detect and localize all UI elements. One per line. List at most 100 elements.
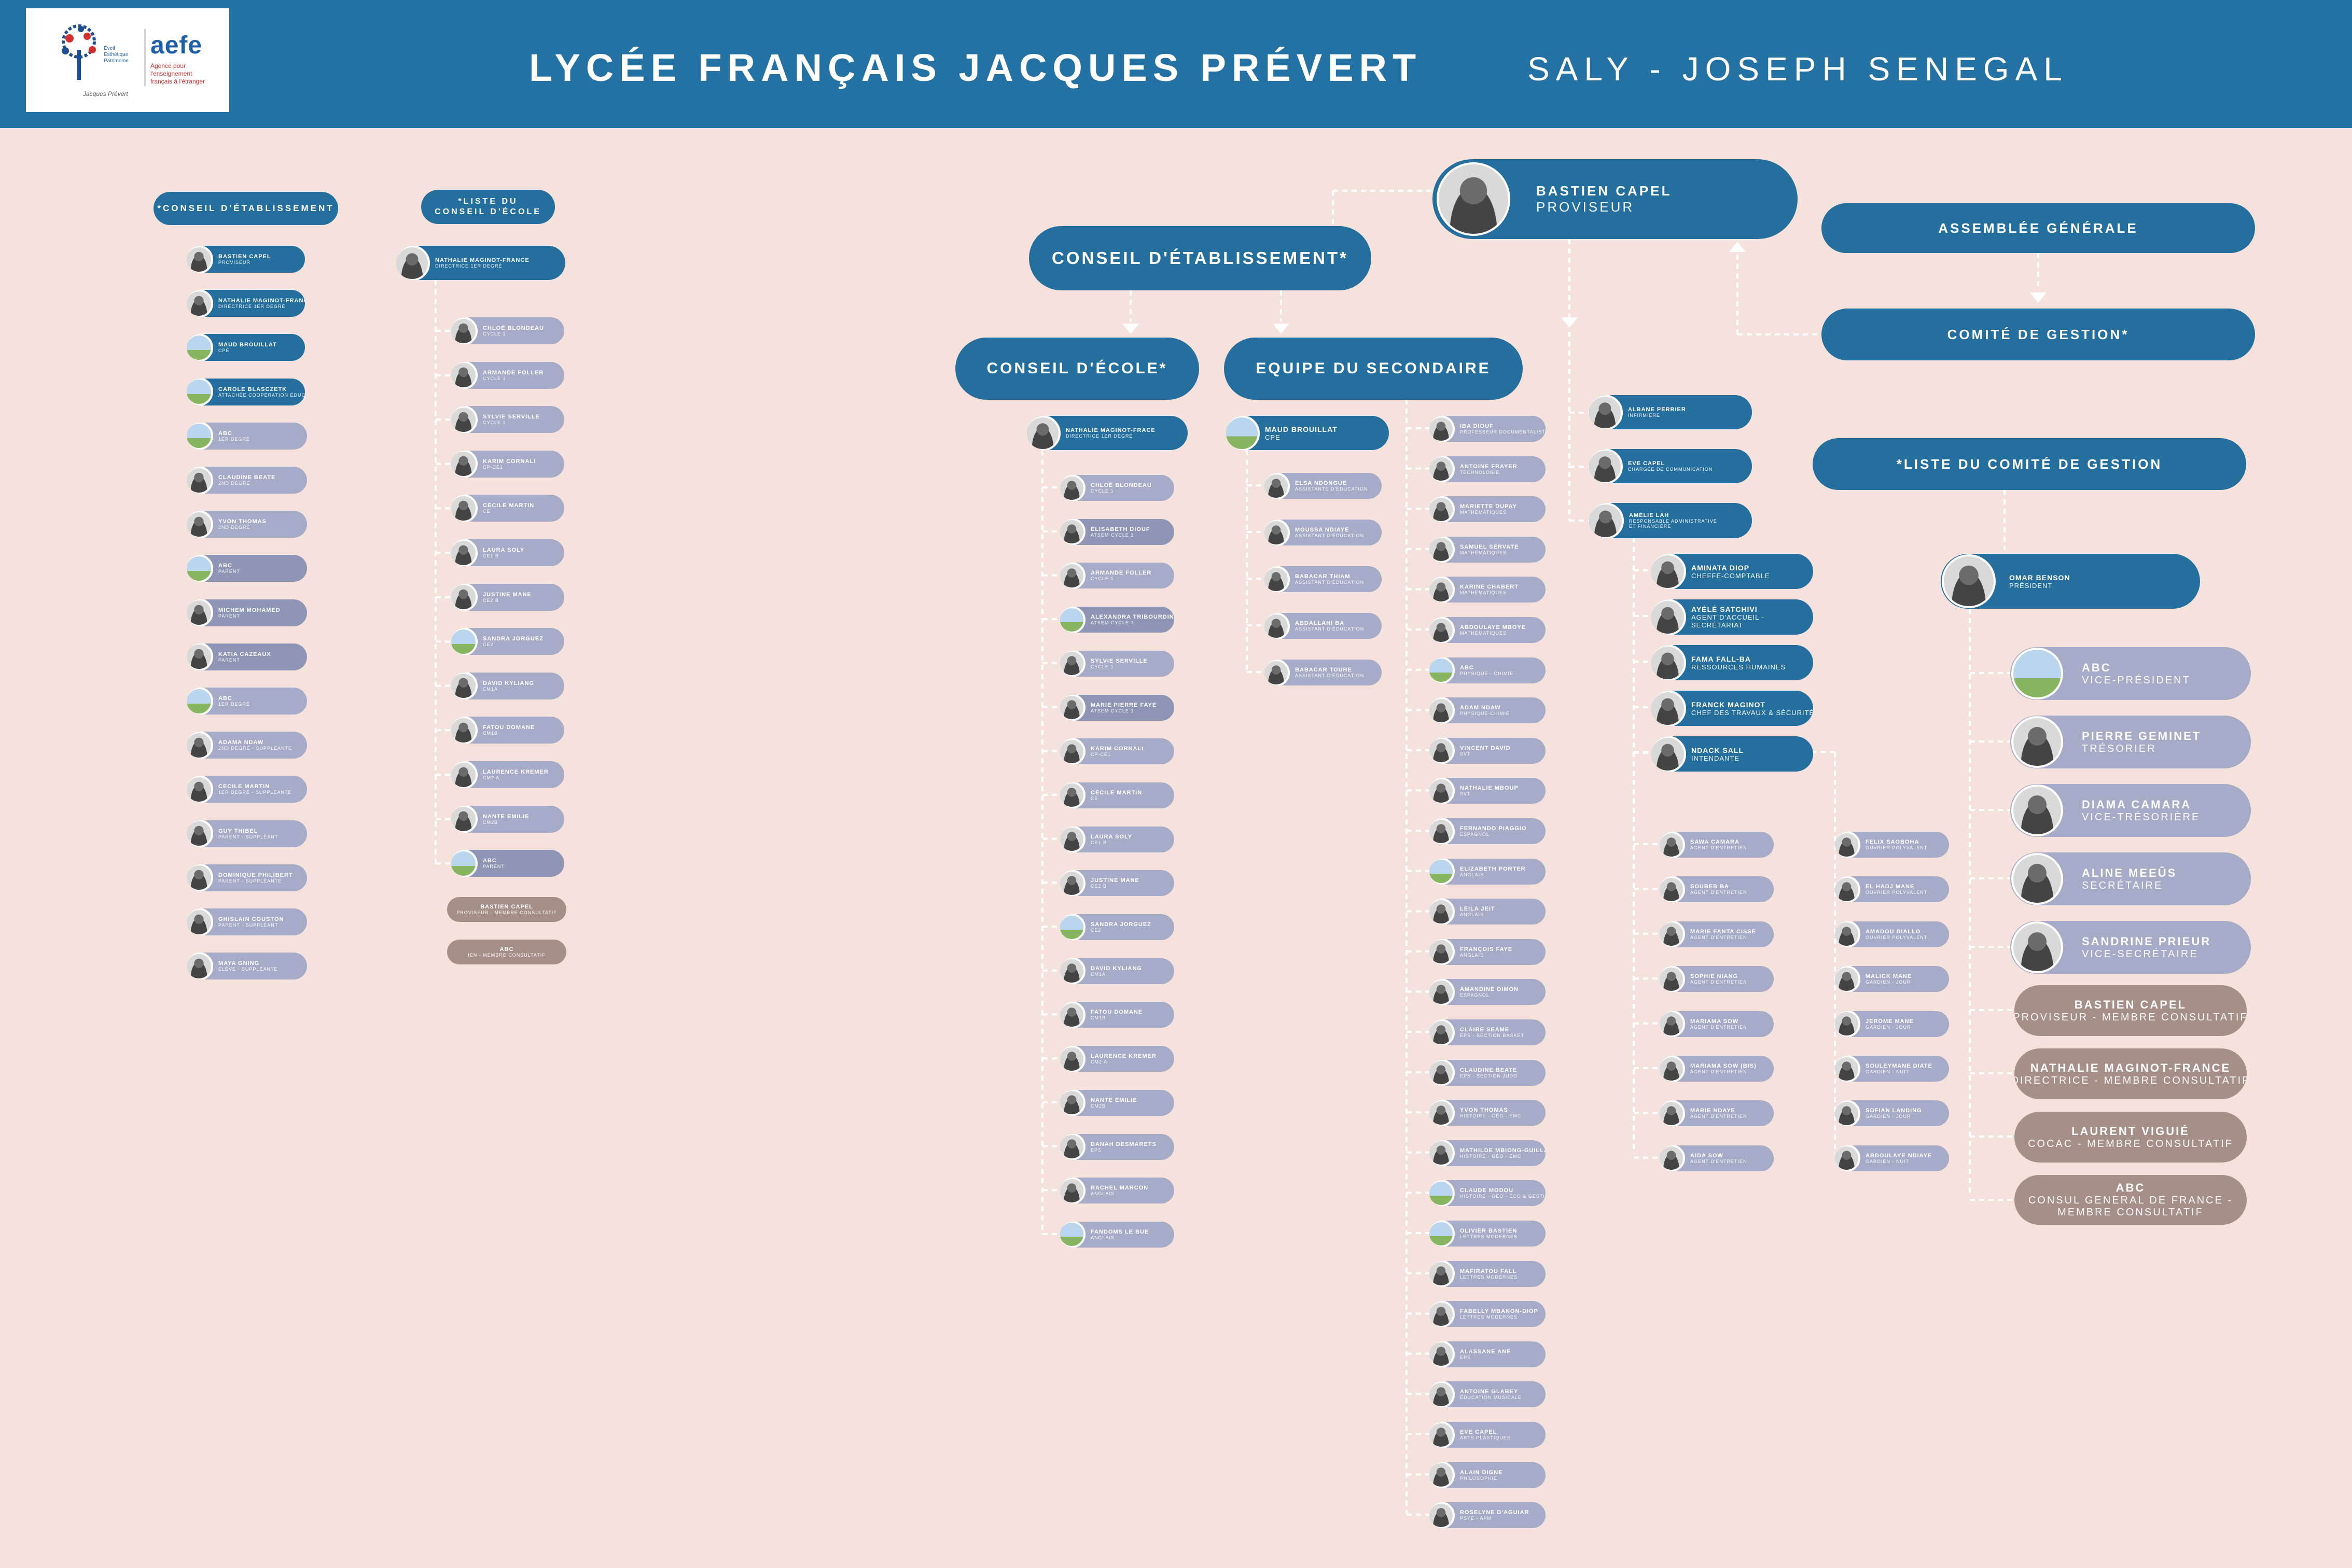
- person-text: MOUSSA NDIAYE ASSISTANT D'ÉDUCATION: [1295, 527, 1382, 538]
- person-photo-icon: [1429, 1140, 1455, 1166]
- person-photo-icon: [187, 511, 213, 538]
- person-name: MAYA GNING: [218, 960, 260, 967]
- person-photo-icon: [187, 908, 213, 935]
- person-text: SANDRA JORGUEZ CE2: [1091, 921, 1174, 933]
- person-role: LETTRES MODERNES: [1460, 1314, 1518, 1320]
- teacher-node: ROSELYNE D'AGUIAR PSYE - APM: [1429, 1502, 1546, 1529]
- col2-head-node: NATHALIE MAGINOT-FRANCE DIRECTRICE 1ER DE…: [396, 246, 565, 280]
- conseil-ecole-node: CONSEIL D'ÉCOLE*: [955, 338, 1199, 400]
- arrow-icon: [2030, 292, 2047, 303]
- placeholder-photo-icon: [187, 422, 213, 450]
- person-text: DANAH DESMARETS EPS: [1091, 1141, 1174, 1153]
- person-text: ABC IEN - MEMBRE CONSULTATIF: [447, 946, 566, 958]
- person-name: DANAH DESMARETS: [1091, 1141, 1157, 1147]
- page-subtitle: SALY - JOSEPH SENEGAL: [1527, 50, 2068, 88]
- col1-member-node: MAUD BROUILLAT CPE: [187, 334, 305, 361]
- person-photo-icon: [1429, 818, 1455, 844]
- person-photo-icon: [451, 317, 478, 344]
- person-text: AMINATA DIOP CHEFFE-COMPTABLE: [1691, 564, 1813, 580]
- person-name: NANTE ÉMILIE: [1091, 1097, 1137, 1103]
- col2-member-node: ARMANDE FOLLER CYCLE 1: [451, 361, 564, 389]
- person-role: CM1A: [483, 686, 498, 692]
- person-text: LAURA SOLY CE1 B: [483, 547, 564, 558]
- col2-member-node: SANDRA JORGUEZ CE2: [451, 628, 564, 655]
- person-name: SAWA CAMARA: [1690, 839, 1739, 845]
- person-text: GUY THIBEL PARENT - SUPPLÉANT: [218, 828, 307, 839]
- ecole-member-node: DANAH DESMARETS EPS: [1060, 1133, 1174, 1160]
- person-text: ARMANDE FOLLER CYCLE 1: [1091, 570, 1174, 581]
- person-photo-icon: [1429, 737, 1455, 764]
- person-name: ALASSANE ANE: [1460, 1348, 1511, 1355]
- person-role: CYCLE 1: [1091, 664, 1114, 669]
- person-role: AGENT D'ENTRETIEN: [1690, 979, 1747, 985]
- person-photo-icon: [1429, 1301, 1455, 1327]
- person-text: FATOU DOMANE CM1B: [483, 724, 564, 736]
- person-name: CLAUDINE BEATE: [1460, 1067, 1518, 1073]
- person-role: AGENT D'ENTRETIEN: [1690, 1114, 1747, 1119]
- person-role: AGENT D'ACCUEIL -: [1691, 613, 1764, 621]
- col1-member-node: ABC 1ER DEGRÉ: [187, 422, 307, 450]
- person-role: GARDIEN - NUIT: [1866, 1158, 1910, 1164]
- person-role: MATHÉMATIQUES: [1460, 590, 1507, 596]
- arrow-icon: [1561, 317, 1578, 328]
- person-text: FAMA FALL-BA RESSOURCES HUMAINES: [1691, 655, 1813, 671]
- person-text: MAFIRATOU FALL LETTRES MODERNES: [1460, 1268, 1546, 1280]
- person-role: ESPAGNOL: [1460, 832, 1490, 837]
- person-role: SECRÉTAIRE: [2082, 879, 2163, 891]
- person-photo-icon: [2011, 921, 2063, 973]
- placeholder-photo-icon: [1429, 1180, 1455, 1207]
- person-text: CHLOÉ BLONDEAU CYCLE 1: [1091, 482, 1174, 494]
- teacher-node: CLAUDE MODOU HISTOIRE - GÉO - ÉCO & GESTI…: [1429, 1180, 1546, 1207]
- person-text: MALICK MANE GARDIEN - JOUR: [1866, 973, 1949, 985]
- person-text: FRANCK MAGINOT CHEF DES TRAVAUX & SÉCURIT…: [1691, 701, 1813, 717]
- committee-consultative-node: LAURENT VIGUIÉ COCAC - MEMBRE CONSULTATIF: [2014, 1112, 2247, 1163]
- person-role: GARDIEN - NUIT: [1866, 1069, 1910, 1074]
- person-text: DAVID KYLIANG CM1A: [483, 680, 564, 692]
- person-photo-icon: [451, 495, 478, 522]
- person-text: LÉILA JEIT ANGLAIS: [1460, 906, 1546, 917]
- person-text: KARIM CORNALI CP-CE1: [483, 458, 564, 470]
- person-photo-icon: [1060, 650, 1085, 677]
- person-role: MATHÉMATIQUES: [1460, 631, 1507, 636]
- person-name: IBA DIOUF: [1460, 423, 1494, 429]
- person-role: PARENT: [218, 569, 240, 575]
- person-text: MARIE NDAYE AGENT D'ENTRETIEN: [1690, 1108, 1774, 1119]
- header-bar: Jacques Prévert Éveil Esthétique Patrimo…: [0, 0, 2352, 128]
- person-role: CM2 A: [1091, 1059, 1108, 1065]
- teacher-node: MATHILDE MBIONG-GUILLAUMEHISTOIRE - GÉO …: [1429, 1140, 1546, 1166]
- person-photo-icon: [1651, 599, 1686, 635]
- ecole-member-node: FATOU DOMANE CM1B: [1060, 1002, 1174, 1028]
- person-photo-icon: [396, 246, 430, 280]
- person-text: SOUBEB BA AGENT D'ENTRETIEN: [1690, 884, 1774, 895]
- col1-member-node: DOMINIQUE PHILIBERT PARENT - SUPPLÉANTE: [187, 864, 307, 891]
- person-role: ANGLAIS: [1091, 1235, 1115, 1240]
- person-role: LETTRES MODERNES: [1460, 1274, 1518, 1280]
- person-photo-icon: [451, 583, 478, 611]
- ecole-member-node: SYLVIE SERVILLE CYCLE 1: [1060, 650, 1174, 677]
- col1-member-node: ABC PARENT: [187, 555, 307, 582]
- person-text: NATHALIE MAGINOT-FRACE DIRECTRICE 1ER DEG…: [1066, 427, 1188, 439]
- person-role: CE: [1091, 795, 1098, 801]
- teacher-node: IBA DIOUF PROFESSEUR DOCUMENTALISTE: [1429, 416, 1546, 442]
- person-name: FABELLY MBANON-DIOP: [1460, 1308, 1539, 1315]
- person-name: SYLVIE SERVILLE: [483, 414, 540, 421]
- person-role: HISTOIRE - GÉO - EMC: [1460, 1113, 1522, 1119]
- person-name: CHLOÉ BLONDEAU: [1091, 482, 1152, 488]
- col2-member-node: JUSTINE MANE CE2 B: [451, 583, 564, 611]
- person-photo-icon: [187, 246, 213, 273]
- person-text: MARIAMA SOW AGENT D'ENTRETIEN: [1690, 1018, 1774, 1030]
- person-photo-icon: [1060, 694, 1085, 721]
- person-text: FERNANDO PIAGGIO ESPAGNOL: [1460, 825, 1546, 837]
- person-role: GARDIEN - JOUR: [1866, 1114, 1911, 1119]
- col1-member-node: GUY THIBEL PARENT - SUPPLÉANT: [187, 820, 307, 847]
- person-name: BABACAR THIAM: [1295, 573, 1351, 580]
- person-photo-icon: [187, 290, 213, 317]
- person-name: ABDOULAYE NDIAYE: [1866, 1152, 1932, 1159]
- person-text: LAURENT VIGUIÉ COCAC - MEMBRE CONSULTATIF: [2014, 1125, 2247, 1150]
- person-name: BASTIEN CAPEL: [2074, 998, 2187, 1011]
- col2-member-node: ABC PARENT: [451, 850, 564, 877]
- person-text: SOULEYMANE DIATE GARDIEN - NUIT: [1866, 1063, 1949, 1074]
- person-name: ROSELYNE D'AGUIAR: [1460, 1509, 1529, 1516]
- person-name: ALEXANDRA TRIBOURDIN: [1091, 614, 1174, 621]
